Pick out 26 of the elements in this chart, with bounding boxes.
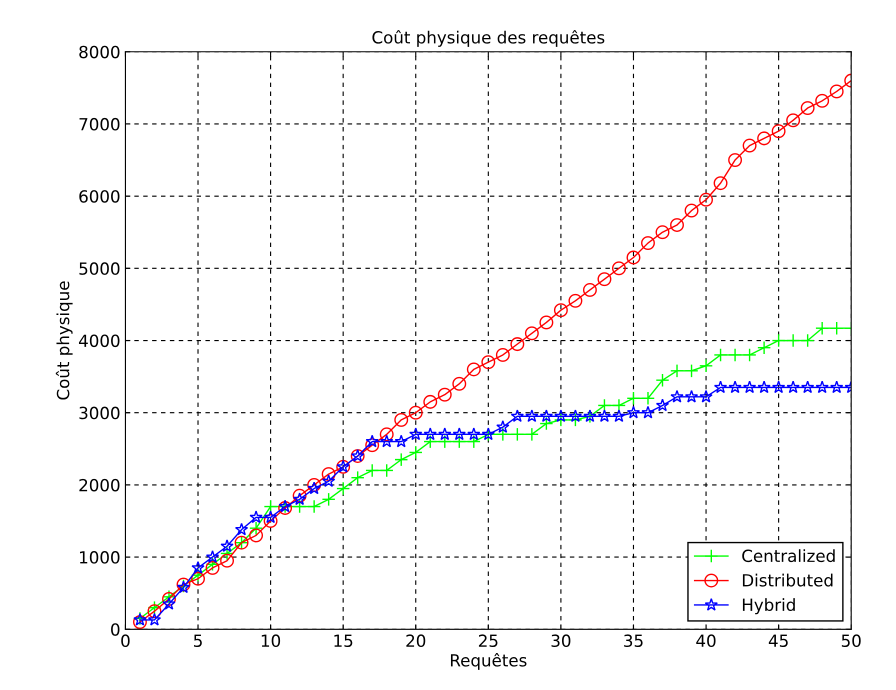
x-tick-label: 30 [552, 634, 570, 648]
y-tick-label: 3000 [79, 406, 120, 420]
y-tick-label: 8000 [79, 46, 120, 58]
y-tick-label: 0 [111, 623, 120, 636]
x-tick-label: 5 [194, 634, 202, 648]
x-tick-label: 45 [768, 634, 788, 648]
x-axis-title: Requêtes [450, 653, 526, 670]
x-tick-label: 10 [262, 634, 280, 648]
y-tick-label: 6000 [79, 190, 120, 203]
legend-label: Hybrid [742, 598, 795, 614]
x-tick-label: 0 [121, 634, 130, 648]
x-tick-label: 40 [696, 634, 716, 648]
y-axis-title: Coût physique [56, 281, 73, 400]
x-tick-label: 15 [334, 634, 352, 648]
y-tick-label: 1000 [80, 551, 120, 564]
chart-title: Coût physique des requêtes [372, 30, 604, 47]
legend-label: Centralized [742, 549, 835, 562]
y-tick-label: 7000 [80, 118, 120, 131]
legend-label: Distributed [742, 574, 832, 587]
x-tick-label: 50 [842, 634, 861, 648]
y-tick-label: 2000 [79, 478, 120, 492]
x-tick-label: 35 [624, 634, 643, 648]
y-tick-label: 4000 [78, 334, 120, 348]
y-tick-label: 5000 [79, 262, 120, 275]
x-tick-label: 20 [406, 634, 426, 648]
x-tick-label: 25 [478, 634, 498, 648]
